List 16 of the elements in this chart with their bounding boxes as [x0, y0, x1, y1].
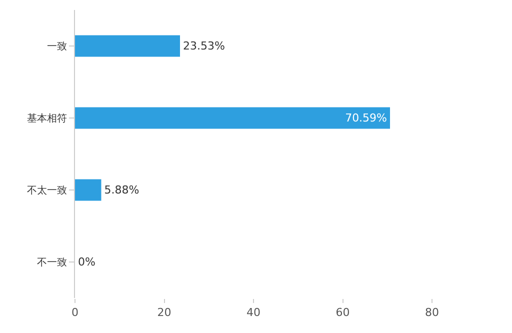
data-label: 5.88% [104, 184, 140, 196]
x-tick-label: 40 [246, 306, 260, 320]
y-tick-label: 不太一致 [27, 184, 67, 196]
x-tick-label: 0 [72, 306, 78, 320]
y-tick-label: 不一致 [37, 258, 67, 268]
y-tick-label: 一致 [47, 42, 67, 52]
x-tick-label: 60 [336, 306, 350, 320]
x-tick-label: 20 [157, 306, 172, 320]
data-label: 23.53% [183, 40, 225, 52]
bar [75, 107, 390, 129]
data-label: 70.59% [345, 112, 388, 124]
x-tick-label: 80 [425, 306, 439, 320]
data-label: 0% [78, 256, 96, 268]
y-tick-label: 基本相符 [27, 112, 67, 124]
bar [75, 179, 102, 201]
bar [75, 35, 180, 57]
